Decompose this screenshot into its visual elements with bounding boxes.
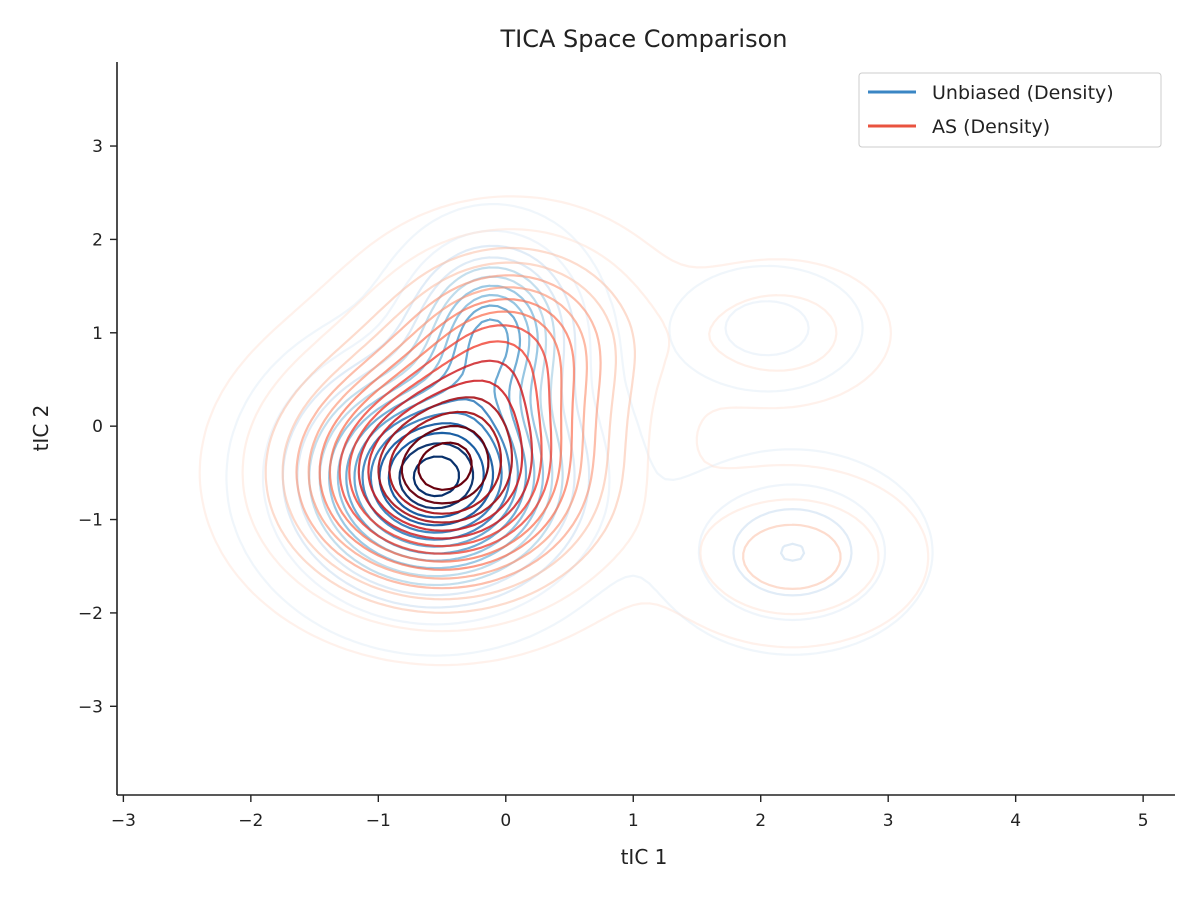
contour-line <box>357 359 533 540</box>
x-tick-label: 3 <box>883 811 894 831</box>
contour-line <box>328 310 563 563</box>
y-tick-label: −3 <box>78 697 103 717</box>
contour-line <box>369 411 503 534</box>
y-tick-label: −2 <box>78 604 103 624</box>
contour-line <box>307 286 588 580</box>
contour-line <box>378 422 495 527</box>
x-tick-label: 2 <box>755 811 766 831</box>
contour-line <box>308 266 564 587</box>
legend-label-as: AS (Density) <box>932 116 1050 138</box>
contour-line <box>198 195 930 667</box>
contour-series-1 <box>198 195 930 667</box>
contour-line <box>412 455 460 498</box>
contour-line <box>281 261 617 601</box>
contour-line <box>264 246 842 614</box>
y-tick-label: 1 <box>92 324 103 344</box>
y-axis-label: tIC 2 <box>29 405 53 452</box>
contour-line <box>388 410 503 515</box>
contour-plot <box>198 195 934 667</box>
legend-label-unbiased: Unbiased (Density) <box>932 82 1114 104</box>
contour-line <box>348 340 543 548</box>
contour-line <box>377 396 513 524</box>
contour-line <box>241 228 880 633</box>
x-tick-label: −2 <box>238 811 263 831</box>
x-tick-label: 5 <box>1138 811 1149 831</box>
x-tick-label: −1 <box>366 811 391 831</box>
y-tick-label: 3 <box>92 137 103 157</box>
legend: Unbiased (Density) AS (Density) <box>858 72 1162 148</box>
x-tick-label: 4 <box>1010 811 1021 831</box>
x-tick-label: 1 <box>628 811 639 831</box>
contour-line <box>367 379 524 532</box>
contour-line <box>261 229 887 626</box>
x-axis-label: tIC 1 <box>621 845 668 869</box>
contour-line <box>338 324 553 555</box>
axes: −3 −2 −1 0 1 2 3 4 5 −3 −2 −1 0 1 2 3 <box>78 62 1175 831</box>
y-tick-label: 2 <box>92 230 103 250</box>
y-tick-label: −1 <box>78 511 103 531</box>
legend-frame <box>858 72 1162 148</box>
contour-line <box>417 441 473 491</box>
y-tick-label: 0 <box>92 417 103 437</box>
chart-title: TICA Space Comparison <box>499 25 787 53</box>
contour-line <box>400 425 490 505</box>
contour-line <box>318 298 576 571</box>
x-tick-label: 0 <box>500 811 511 831</box>
contour-line <box>398 442 475 510</box>
x-tick-label: −3 <box>111 811 136 831</box>
contour-line <box>295 274 602 590</box>
